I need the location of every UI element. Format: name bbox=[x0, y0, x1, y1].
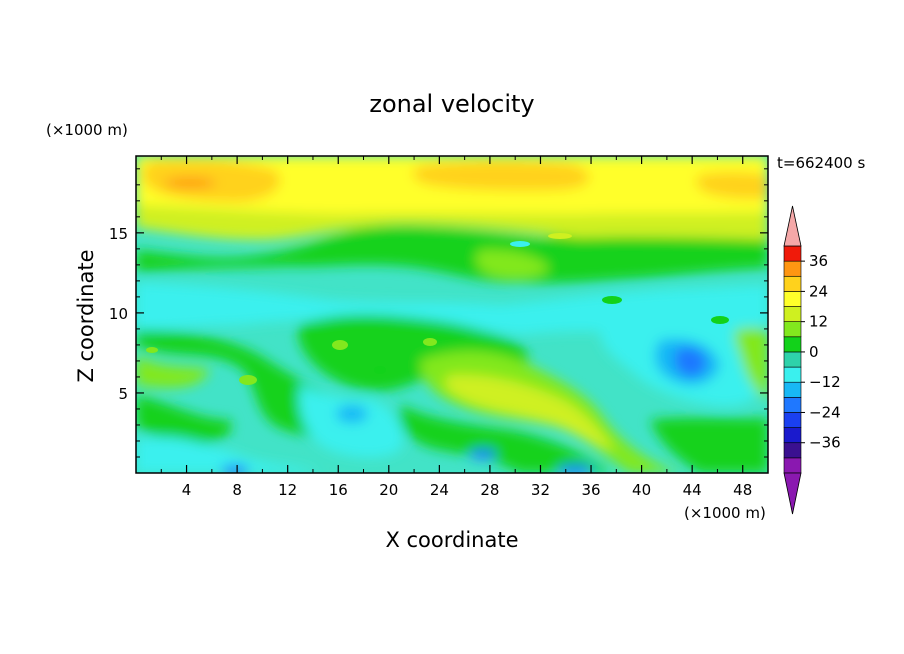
x-tick-label: 32 bbox=[531, 481, 550, 499]
x-unit-label: (×1000 m) bbox=[684, 504, 766, 522]
y-axis-label: Z coordinate bbox=[74, 249, 98, 382]
contour-left-yellowgreen bbox=[136, 355, 210, 388]
contour-ridge-green bbox=[399, 405, 610, 473]
colorbar-bin bbox=[783, 397, 802, 413]
contour-bottom-cyan bbox=[136, 436, 320, 473]
colorbar-tick-label: −12 bbox=[809, 373, 841, 391]
colorbar-bin bbox=[783, 442, 802, 459]
colorbar-bin bbox=[783, 412, 802, 428]
colorbar-bin bbox=[783, 275, 802, 292]
contour-center-green bbox=[298, 315, 529, 391]
y-tick-label: 5 bbox=[118, 385, 128, 403]
colorbar-bin bbox=[783, 427, 802, 444]
colorbar-bin bbox=[783, 457, 802, 474]
time-label: t=662400 s bbox=[777, 154, 865, 172]
colorbar-bin bbox=[783, 291, 802, 307]
x-tick-label: 24 bbox=[430, 481, 449, 499]
plot-frame bbox=[135, 155, 769, 474]
contour-top-orange-right bbox=[695, 172, 768, 199]
colorbar-bin bbox=[783, 381, 802, 398]
colorbar-over-triangle bbox=[783, 205, 802, 247]
plot-area bbox=[136, 156, 768, 473]
y-axis-ticks: 5 10 15 bbox=[109, 168, 768, 458]
contour-mid-cyan-band bbox=[136, 282, 768, 335]
x-tick-label: 8 bbox=[232, 481, 242, 499]
colorbar-bin bbox=[783, 260, 802, 277]
contour-spot-lightblue bbox=[336, 405, 368, 423]
x-tick-label: 40 bbox=[632, 481, 651, 499]
x-tick-label: 16 bbox=[329, 481, 348, 499]
colorbar-bin bbox=[783, 321, 802, 338]
colorbar-bin bbox=[783, 306, 802, 322]
contour-left-bottom-green bbox=[136, 395, 232, 444]
colorbar-bin bbox=[783, 351, 802, 368]
x-tick-label: 28 bbox=[480, 481, 499, 499]
y-tick-label: 10 bbox=[109, 305, 128, 323]
colorbar-tick-label: 0 bbox=[809, 343, 819, 361]
x-tick-label: 4 bbox=[182, 481, 192, 499]
contour-lower-right-green bbox=[650, 417, 768, 473]
x-tick-label: 20 bbox=[379, 481, 398, 499]
colorbar-tick-label: −36 bbox=[809, 434, 841, 452]
x-tick-label: 12 bbox=[278, 481, 297, 499]
contour-upper-lime-patch bbox=[475, 249, 550, 280]
contour-top-orange-core bbox=[164, 178, 216, 188]
contour-spot-blue-2 bbox=[221, 465, 249, 473]
colorbar-tick-label: 24 bbox=[809, 282, 828, 300]
field-blobs bbox=[136, 156, 768, 473]
y-tick-label: 15 bbox=[109, 225, 128, 243]
contour-right-edge-yellowgreen bbox=[734, 327, 768, 400]
colorbar-tick-label: −24 bbox=[809, 403, 841, 421]
x-axis-ticks: 4 8 12 16 20 24 28 32 36 40 44 48 bbox=[160, 156, 752, 499]
x-tick-label: 36 bbox=[581, 481, 600, 499]
colorbar-tick-label: 36 bbox=[809, 252, 828, 270]
contour-spot-blue-1 bbox=[469, 449, 497, 459]
colorbar: 36 24 12 0 −12 −24 −36 bbox=[783, 205, 841, 515]
contour-right-blue-core bbox=[674, 347, 707, 377]
chart-title: zonal velocity bbox=[369, 90, 534, 118]
colorbar-bin bbox=[783, 366, 802, 383]
contour-ridge-core bbox=[444, 374, 615, 450]
colorbar-under-triangle bbox=[783, 472, 802, 515]
contour-upper-green-band bbox=[136, 225, 768, 283]
colorbar-tick-label: 12 bbox=[809, 313, 828, 331]
field-speckles bbox=[146, 233, 729, 385]
x-tick-label: 48 bbox=[733, 481, 752, 499]
x-axis-label: X coordinate bbox=[385, 528, 518, 552]
y-unit-label: (×1000 m) bbox=[46, 121, 128, 139]
x-tick-label: 44 bbox=[683, 481, 702, 499]
colorbar-bin bbox=[783, 336, 802, 353]
contour-top-orange-center bbox=[412, 161, 590, 191]
colorbar-bin bbox=[783, 245, 802, 262]
